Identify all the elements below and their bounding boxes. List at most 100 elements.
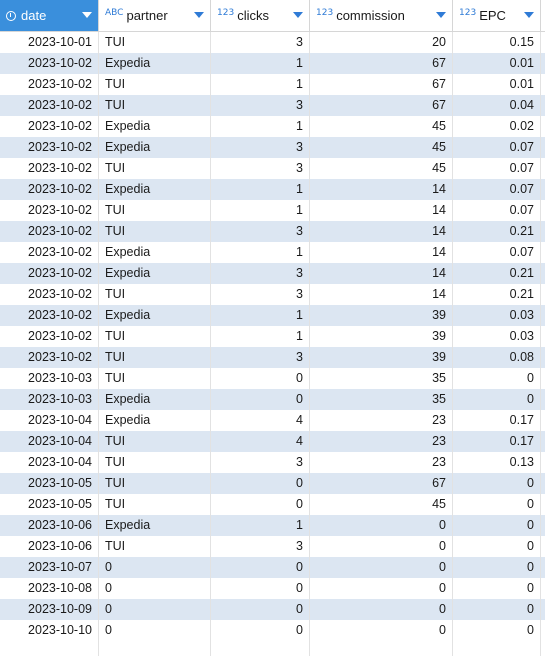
- cell-clicks[interactable]: 1: [211, 116, 310, 137]
- cell-date[interactable]: 2023-10-06: [0, 515, 99, 536]
- cell-clicks[interactable]: 1: [211, 200, 310, 221]
- cell-epc[interactable]: 0.17: [453, 410, 541, 431]
- cell-date[interactable]: 2023-10-02: [0, 347, 99, 368]
- cell-partner[interactable]: TUI: [99, 32, 211, 53]
- table-row[interactable]: 2023-10-08 0 0 0 0: [0, 578, 545, 599]
- cell-clicks[interactable]: 3: [211, 221, 310, 242]
- table-row[interactable]: 2023-10-10 0 0 0 0: [0, 620, 545, 641]
- cell-clicks[interactable]: 0: [211, 368, 310, 389]
- cell-commission[interactable]: 45: [310, 158, 453, 179]
- cell-clicks[interactable]: 3: [211, 536, 310, 557]
- cell-epc[interactable]: 0.07: [453, 179, 541, 200]
- cell-clicks[interactable]: 1: [211, 179, 310, 200]
- cell-commission[interactable]: 35: [310, 368, 453, 389]
- cell-commission[interactable]: 14: [310, 242, 453, 263]
- table-row[interactable]: 2023-10-02 Expedia 1 14 0.07: [0, 179, 545, 200]
- cell-commission[interactable]: 39: [310, 326, 453, 347]
- table-row[interactable]: 2023-10-03 TUI 0 35 0: [0, 368, 545, 389]
- cell-clicks[interactable]: 1: [211, 74, 310, 95]
- cell-commission[interactable]: 20: [310, 32, 453, 53]
- cell-date[interactable]: 2023-10-02: [0, 263, 99, 284]
- cell-epc[interactable]: 0.03: [453, 326, 541, 347]
- cell-clicks[interactable]: 0: [211, 494, 310, 515]
- cell-clicks[interactable]: 3: [211, 452, 310, 473]
- cell-partner[interactable]: TUI: [99, 368, 211, 389]
- cell-partner[interactable]: TUI: [99, 326, 211, 347]
- cell-commission[interactable]: 14: [310, 221, 453, 242]
- table-row[interactable]: 2023-10-02 TUI 3 39 0.08: [0, 347, 545, 368]
- cell-clicks[interactable]: 1: [211, 305, 310, 326]
- cell-date[interactable]: 2023-10-02: [0, 137, 99, 158]
- cell-date[interactable]: 2023-10-02: [0, 74, 99, 95]
- cell-epc[interactable]: 0: [453, 515, 541, 536]
- cell-clicks[interactable]: 1: [211, 53, 310, 74]
- cell-commission[interactable]: 67: [310, 95, 453, 116]
- cell-date[interactable]: 2023-10-02: [0, 284, 99, 305]
- filter-arrow-icon[interactable]: [82, 12, 92, 18]
- cell-commission[interactable]: 23: [310, 431, 453, 452]
- cell-clicks[interactable]: 4: [211, 431, 310, 452]
- cell-commission[interactable]: 45: [310, 137, 453, 158]
- cell-partner[interactable]: TUI: [99, 284, 211, 305]
- cell-epc[interactable]: 0.08: [453, 347, 541, 368]
- cell-clicks[interactable]: 1: [211, 515, 310, 536]
- cell-epc[interactable]: 0: [453, 557, 541, 578]
- cell-partner[interactable]: Expedia: [99, 263, 211, 284]
- cell-epc[interactable]: 0.04: [453, 95, 541, 116]
- cell-partner[interactable]: TUI: [99, 158, 211, 179]
- cell-epc[interactable]: 0.17: [453, 431, 541, 452]
- cell-epc[interactable]: 0.01: [453, 53, 541, 74]
- cell-date[interactable]: 2023-10-04: [0, 452, 99, 473]
- cell-epc[interactable]: 0.07: [453, 137, 541, 158]
- cell-clicks[interactable]: 3: [211, 263, 310, 284]
- cell-commission[interactable]: 67: [310, 53, 453, 74]
- cell-clicks[interactable]: 3: [211, 95, 310, 116]
- cell-commission[interactable]: 0: [310, 557, 453, 578]
- cell-epc[interactable]: 0: [453, 599, 541, 620]
- cell-partner[interactable]: TUI: [99, 95, 211, 116]
- cell-clicks[interactable]: 0: [211, 473, 310, 494]
- cell-commission[interactable]: 14: [310, 179, 453, 200]
- cell-clicks[interactable]: 0: [211, 578, 310, 599]
- cell-partner[interactable]: TUI: [99, 347, 211, 368]
- table-row[interactable]: 2023-10-06 Expedia 1 0 0: [0, 515, 545, 536]
- cell-date[interactable]: 2023-10-08: [0, 578, 99, 599]
- cell-date[interactable]: 2023-10-02: [0, 158, 99, 179]
- cell-commission[interactable]: 67: [310, 473, 453, 494]
- table-row[interactable]: 2023-10-04 TUI 4 23 0.17: [0, 431, 545, 452]
- cell-commission[interactable]: 45: [310, 494, 453, 515]
- cell-date[interactable]: 2023-10-03: [0, 368, 99, 389]
- cell-commission[interactable]: 0: [310, 578, 453, 599]
- column-header-epc[interactable]: 123 EPC: [453, 0, 541, 31]
- column-header-date[interactable]: date: [0, 0, 99, 31]
- cell-date[interactable]: 2023-10-05: [0, 494, 99, 515]
- table-row[interactable]: 2023-10-04 TUI 3 23 0.13: [0, 452, 545, 473]
- cell-partner[interactable]: 0: [99, 578, 211, 599]
- cell-partner[interactable]: Expedia: [99, 389, 211, 410]
- table-row[interactable]: 2023-10-02 TUI 3 67 0.04: [0, 95, 545, 116]
- cell-clicks[interactable]: 1: [211, 326, 310, 347]
- cell-commission[interactable]: 67: [310, 74, 453, 95]
- table-row[interactable]: 2023-10-09 0 0 0 0: [0, 599, 545, 620]
- cell-commission[interactable]: 23: [310, 452, 453, 473]
- cell-epc[interactable]: 0.15: [453, 32, 541, 53]
- cell-epc[interactable]: 0.07: [453, 158, 541, 179]
- table-row[interactable]: 2023-10-02 Expedia 1 45 0.02: [0, 116, 545, 137]
- cell-clicks[interactable]: 0: [211, 557, 310, 578]
- cell-date[interactable]: 2023-10-10: [0, 620, 99, 641]
- cell-clicks[interactable]: 1: [211, 242, 310, 263]
- cell-date[interactable]: 2023-10-01: [0, 32, 99, 53]
- cell-clicks[interactable]: 4: [211, 410, 310, 431]
- table-row[interactable]: 2023-10-02 TUI 3 14 0.21: [0, 221, 545, 242]
- filter-arrow-icon[interactable]: [436, 12, 446, 18]
- table-row[interactable]: 2023-10-02 Expedia 1 39 0.03: [0, 305, 545, 326]
- cell-clicks[interactable]: 3: [211, 284, 310, 305]
- cell-epc[interactable]: 0.01: [453, 74, 541, 95]
- cell-epc[interactable]: 0.07: [453, 242, 541, 263]
- cell-date[interactable]: 2023-10-04: [0, 410, 99, 431]
- table-row[interactable]: 2023-10-02 Expedia 1 67 0.01: [0, 53, 545, 74]
- cell-date[interactable]: 2023-10-02: [0, 221, 99, 242]
- cell-partner[interactable]: TUI: [99, 200, 211, 221]
- table-row[interactable]: 2023-10-02 TUI 3 45 0.07: [0, 158, 545, 179]
- table-row[interactable]: 2023-10-05 TUI 0 45 0: [0, 494, 545, 515]
